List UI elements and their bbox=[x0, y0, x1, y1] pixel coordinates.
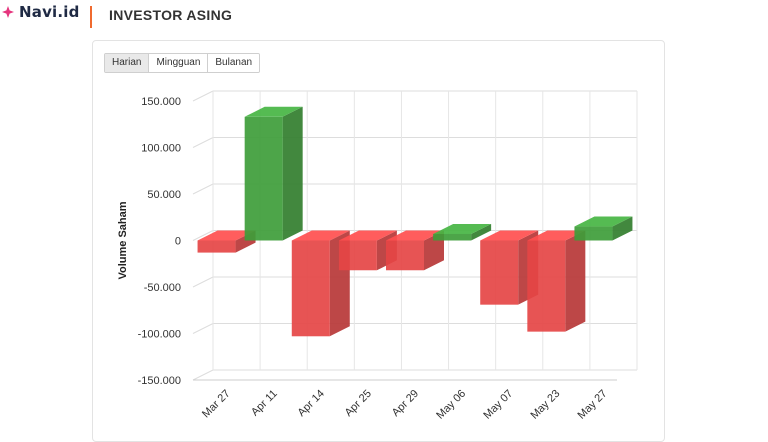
bar-top-face bbox=[338, 230, 397, 241]
bar-front-face bbox=[433, 233, 472, 241]
tab-mingguan[interactable]: Mingguan bbox=[149, 54, 209, 72]
bar-front-face bbox=[386, 240, 424, 271]
bar-mar-27[interactable] bbox=[197, 230, 256, 253]
header: Navi.id INVESTOR ASING bbox=[0, 0, 768, 34]
bar-front-face bbox=[197, 240, 236, 253]
bar-front-face bbox=[338, 240, 377, 271]
bar-side-face bbox=[282, 106, 303, 241]
bar-top-face bbox=[386, 230, 444, 241]
y-tick-label: 0 bbox=[175, 236, 181, 248]
bar-front-face bbox=[527, 240, 566, 332]
brand-name: Navi.id bbox=[19, 3, 80, 21]
bar-front-face bbox=[480, 240, 519, 305]
x-tick-label: May 06 bbox=[434, 388, 468, 422]
y-tick-label: 150.000 bbox=[141, 96, 181, 108]
x-tick-label: Apr 25 bbox=[343, 388, 374, 419]
x-tick-label: Apr 11 bbox=[249, 388, 280, 419]
gridline-side bbox=[192, 276, 214, 288]
x-tick-label: May 27 bbox=[576, 388, 610, 422]
period-tabs: Harian Mingguan Bulanan bbox=[104, 53, 261, 73]
bar-top-face bbox=[433, 223, 492, 234]
header-divider bbox=[90, 6, 92, 28]
x-tick-label: Mar 27 bbox=[200, 388, 233, 421]
gridline-side bbox=[192, 369, 214, 381]
bar-side-face bbox=[471, 223, 492, 241]
brand-logo[interactable]: Navi.id bbox=[2, 2, 80, 22]
gridline-side bbox=[192, 137, 214, 148]
bar-front-face bbox=[244, 116, 283, 241]
x-tick-label: May 23 bbox=[528, 388, 562, 422]
y-axis-title: Volume Saham bbox=[117, 201, 129, 279]
bar-front-face bbox=[291, 240, 330, 337]
bar-apr-11[interactable] bbox=[244, 106, 303, 241]
y-tick-label: -50.000 bbox=[144, 282, 181, 294]
bar-top-face bbox=[197, 230, 256, 241]
y-tick-label: -150.000 bbox=[138, 375, 181, 387]
bar-top-face bbox=[480, 230, 539, 241]
bar-top-face bbox=[291, 230, 350, 241]
x-tick-label: Apr 29 bbox=[390, 388, 421, 419]
bar-top-face bbox=[527, 230, 586, 241]
bar-may-06[interactable] bbox=[433, 223, 492, 241]
bar-may-27[interactable] bbox=[574, 216, 633, 241]
gridline-side bbox=[192, 230, 214, 241]
bar-may-23[interactable] bbox=[527, 230, 586, 332]
y-tick-label: 100.000 bbox=[141, 143, 181, 155]
foreign-investor-volume-chart: 150.000 100.000 50.000 0 -50.000 -100.000 -150… bbox=[117, 90, 638, 422]
y-tick-label: -100.000 bbox=[138, 329, 181, 341]
bar-top-face bbox=[574, 216, 633, 227]
gridline-side bbox=[192, 183, 214, 195]
x-tick-label: Apr 14 bbox=[295, 388, 326, 419]
bar-front-face bbox=[574, 226, 613, 241]
page-title: INVESTOR ASING bbox=[109, 7, 233, 23]
tab-harian[interactable]: Harian bbox=[105, 54, 150, 72]
y-tick-label: 50.000 bbox=[147, 189, 181, 201]
bar-top-face bbox=[244, 106, 303, 117]
bar-side-face bbox=[612, 216, 633, 241]
gridline-side bbox=[192, 323, 214, 334]
bar-side-face bbox=[565, 230, 586, 332]
x-tick-label: May 07 bbox=[481, 388, 515, 422]
logo-sparkle-icon bbox=[2, 6, 14, 18]
gridline-side bbox=[192, 90, 214, 102]
tab-bulanan[interactable]: Bulanan bbox=[208, 54, 260, 72]
